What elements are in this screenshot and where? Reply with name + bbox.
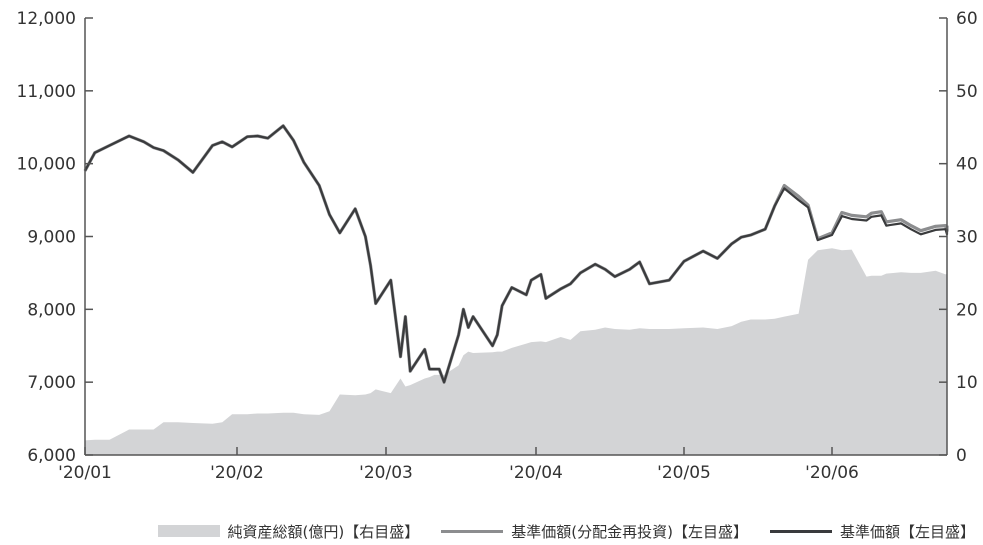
net-assets-area — [85, 248, 947, 455]
x-tick-label: '20/05 — [657, 463, 711, 483]
x-tick-label: '20/02 — [210, 463, 264, 483]
x-tick-label: '20/06 — [805, 463, 859, 483]
right-y-tick-label: 40 — [956, 155, 978, 175]
left-y-tick-label: 9,000 — [27, 228, 76, 248]
legend-label-nav: 基準価額【左目盛】 — [839, 522, 975, 541]
right-y-tick-label: 50 — [956, 82, 978, 102]
legend-item-net-assets: 純資産総額(億円)【右目盛】 — [157, 521, 420, 542]
nav-lines-layer — [83, 124, 949, 384]
right-y-tick-label: 0 — [956, 446, 967, 466]
left-y-tick-label: 7,000 — [27, 373, 76, 393]
legend-swatch-nav-reinvested — [441, 529, 504, 533]
axes-layer: 6,000 7,000 8,000 9,000 10,000 11,000 12,000 0 1… — [17, 9, 978, 483]
left-y-tick-label: 8,000 — [27, 300, 76, 320]
legend: 純資産総額(億円)【右目盛】 基準価額(分配金再投資)【左目盛】 基準価額【左目… — [70, 520, 975, 542]
x-tick-label: '20/03 — [359, 463, 413, 483]
nav-line — [84, 124, 949, 384]
legend-swatch-net-assets — [157, 525, 220, 537]
left-y-tick-label: 10,000 — [17, 155, 76, 175]
legend-item-nav-reinvested: 基準価額(分配金再投資)【左目盛】 — [441, 521, 748, 542]
left-y-tick-label: 11,000 — [17, 82, 76, 102]
right-y-tick-label: 20 — [956, 300, 978, 320]
right-y-tick-label: 30 — [956, 228, 978, 248]
left-y-tick-label: 6,000 — [27, 446, 76, 466]
right-y-tick-label: 60 — [956, 9, 978, 29]
x-tick-label: '20/01 — [58, 463, 112, 483]
right-y-tick-label: 10 — [956, 373, 978, 393]
legend-swatch-nav — [769, 529, 832, 533]
legend-item-nav: 基準価額【左目盛】 — [769, 521, 975, 542]
net-assets-area-layer — [85, 248, 947, 455]
legend-label-net-assets: 純資産総額(億円)【右目盛】 — [227, 522, 420, 541]
x-tick-label: '20/04 — [509, 463, 563, 483]
legend-label-nav-reinvested: 基準価額(分配金再投資)【左目盛】 — [511, 522, 748, 541]
left-y-tick-label: 12,000 — [17, 9, 76, 29]
